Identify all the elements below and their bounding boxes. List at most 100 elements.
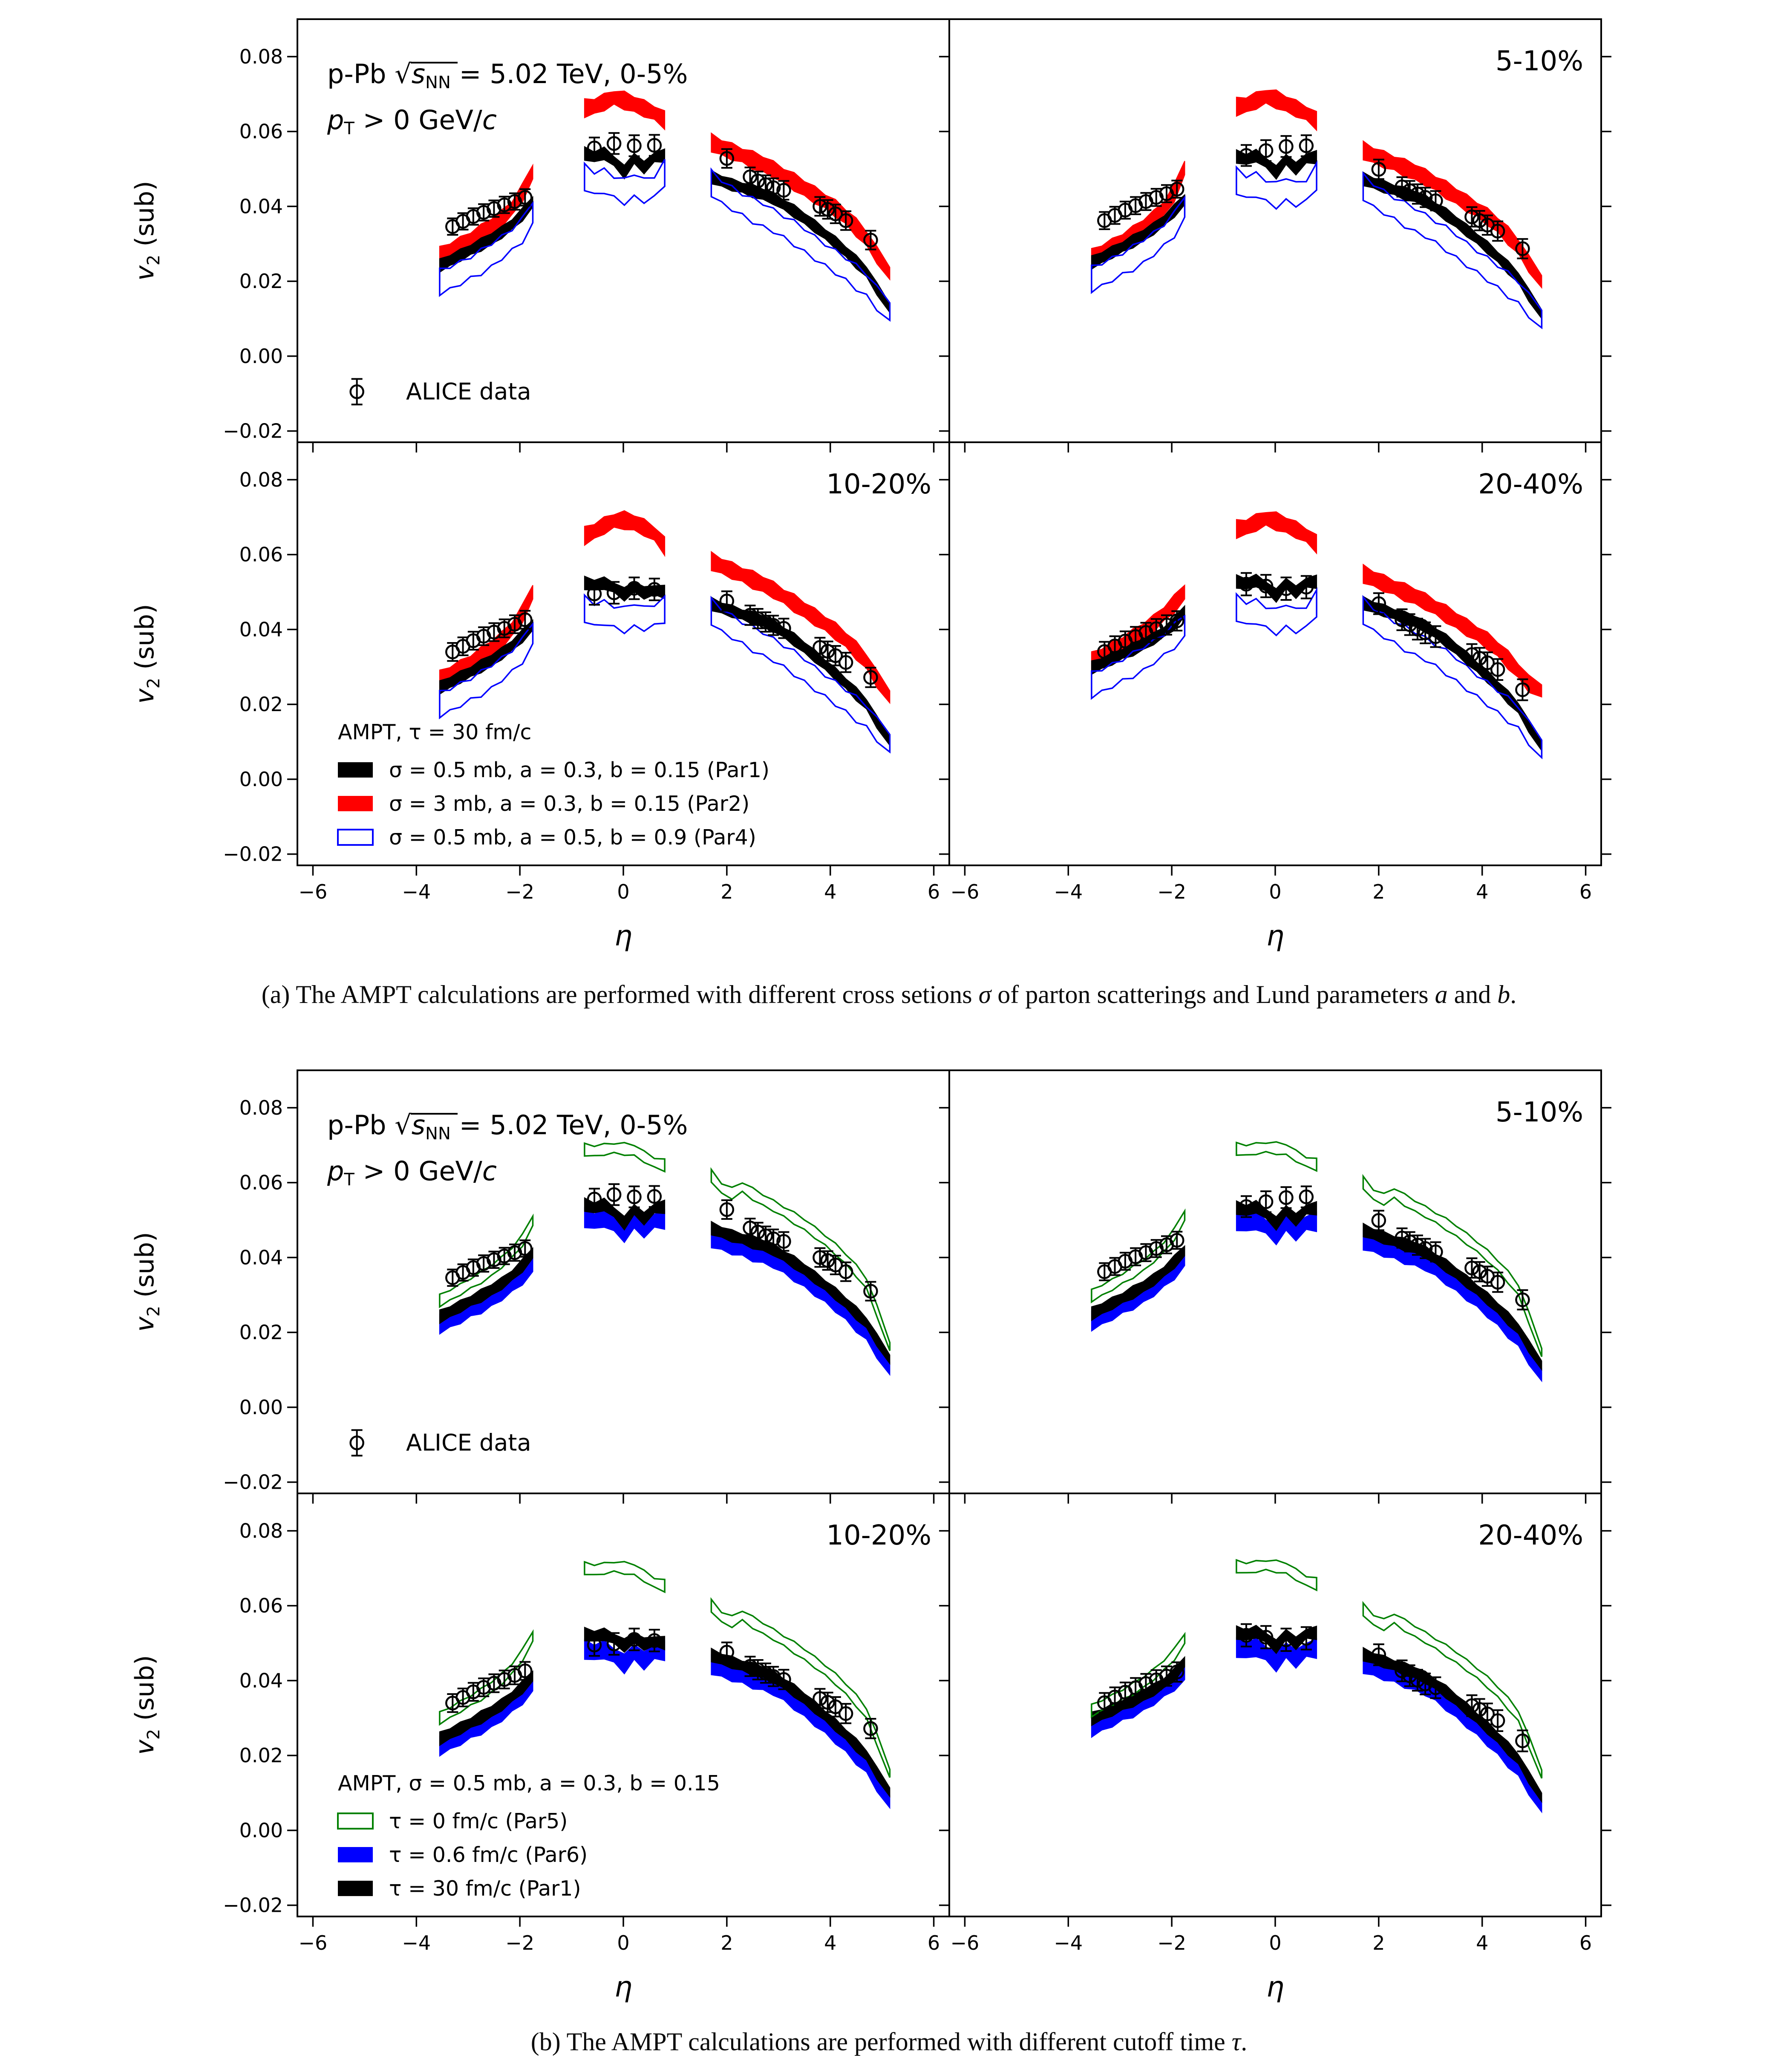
x-tick-label: 4 — [1476, 1931, 1488, 1954]
panel-a-1: 5-10% — [948, 18, 1602, 443]
y-tick-label: −0.02 — [223, 843, 283, 866]
alice-point-marker — [766, 1231, 781, 1246]
y-axis-label: v2 (sub) — [130, 1655, 164, 1755]
alice-point-marker — [1371, 1213, 1386, 1228]
centrality-label: 20-40% — [1478, 1520, 1583, 1551]
centrality-label: 5-10% — [1496, 46, 1583, 77]
x-axis-label: η — [614, 919, 632, 952]
alice-point-marker — [1395, 1663, 1409, 1678]
centrality-label: 10-20% — [826, 1520, 931, 1551]
alice-point-marker — [647, 1189, 662, 1204]
alice-point-marker — [1515, 1733, 1530, 1749]
band-par2-fw — [711, 132, 890, 281]
x-axis-label: η — [1266, 919, 1284, 952]
plot-area — [439, 1561, 891, 1810]
alice-point-marker — [518, 190, 533, 205]
alice-point-marker — [838, 1264, 853, 1280]
band-par4-fw — [710, 167, 891, 322]
alice-point-marker — [1410, 1673, 1425, 1688]
alice-point-marker — [1402, 183, 1417, 198]
band-legend-label: σ = 0.5 mb, a = 0.3, b = 0.15 (Par1) — [389, 758, 769, 782]
band-par2-fw — [1363, 140, 1542, 289]
band-par5-mid — [584, 1561, 666, 1594]
band-par1-bw — [439, 1247, 533, 1324]
caption-segment: of parton scatterings and Lund parameter… — [991, 980, 1435, 1009]
alice-point-marker — [1515, 682, 1530, 697]
band-par4-bw — [439, 201, 534, 297]
alice-point-marker — [1299, 1189, 1314, 1205]
alice-point-marker — [627, 581, 642, 596]
alice-point-marker — [1418, 1241, 1433, 1256]
alice-point-marker — [1279, 1190, 1294, 1205]
x-tick-label: −4 — [402, 1931, 431, 1954]
band-legend-swatch — [338, 1847, 373, 1863]
x-tick-label: 6 — [928, 1931, 940, 1954]
band-par2-mid — [1236, 89, 1317, 132]
alice-point-marker — [1279, 1632, 1294, 1647]
alice-legend-label: ALICE data — [406, 378, 531, 405]
band-legend-header: AMPT, τ = 30 fm/c — [338, 720, 532, 744]
x-tick-label: 0 — [1269, 880, 1281, 903]
alice-point-marker — [1239, 148, 1254, 163]
alice-point-marker — [627, 1632, 642, 1647]
alice-point-marker — [1515, 241, 1530, 256]
panel-a-2: 10-20% AMPT, τ = 30 fm/c σ = 0.5 mb, a = 0… — [297, 441, 950, 866]
x-tick-label: −6 — [299, 1931, 328, 1954]
band-par4-mid — [584, 159, 666, 206]
band-par4-bw — [1091, 614, 1186, 700]
y-tick-label: −0.02 — [223, 420, 283, 443]
caption-b-text: (b) The AMPT calculations are performed … — [531, 2028, 1248, 2056]
band-par1-bw — [439, 1670, 533, 1746]
x-tick-label: −6 — [951, 1931, 980, 1954]
band-par4-fw — [710, 595, 891, 754]
y-axis-label: v2 (sub) — [130, 181, 164, 280]
band-par5-fw — [1362, 1601, 1543, 1779]
y-axis-label: v2 (sub) — [130, 1232, 164, 1331]
band-par4-bw — [439, 622, 534, 720]
y-tick-label: 0.04 — [239, 618, 283, 641]
alice-point-marker — [743, 608, 758, 623]
alice-point-marker — [497, 1248, 512, 1264]
y-tick-label: 0.02 — [239, 270, 283, 293]
y-tick-label: 0.00 — [239, 1396, 283, 1419]
band-par2-mid — [584, 510, 666, 557]
y-tick-label: 0.02 — [239, 693, 283, 716]
alice-point-marker — [838, 1706, 853, 1721]
alice-point-marker — [627, 138, 642, 153]
x-tick-label: 0 — [617, 1931, 629, 1954]
alice-point-marker — [1402, 617, 1417, 632]
x-axis-label: η — [614, 1971, 632, 2003]
alice-point-marker — [1170, 1664, 1184, 1680]
centrality-label: 10-20% — [826, 469, 931, 500]
y-tick-label: 0.06 — [239, 120, 283, 143]
band-par6-fw — [1363, 1229, 1542, 1383]
alice-legend-label: ALICE data — [406, 1429, 531, 1456]
alice-point-marker — [1410, 622, 1425, 637]
band-par4-mid — [584, 593, 666, 635]
x-tick-label: −4 — [1054, 1931, 1083, 1954]
caption-segment: and — [1447, 980, 1498, 1009]
band-par5-mid — [1236, 1559, 1317, 1592]
y-tick-label: 0.08 — [239, 1096, 283, 1119]
panel-title-line1: p-Pb √sNN = 5.02 TeV, 0-5% — [327, 1109, 688, 1144]
plot-area — [439, 1141, 891, 1376]
alice-point-marker — [813, 1691, 827, 1706]
alice-point-marker — [1279, 581, 1294, 596]
caption-a-text: (a) The AMPT calculations are performed … — [262, 980, 1516, 1009]
band-par1-mid — [1236, 148, 1317, 180]
panel-a-0: p-Pb √sNN = 5.02 TeV, 0-5% pT > 0 GeV/c AL… — [297, 18, 950, 443]
alice-point-marker — [1239, 1628, 1254, 1643]
alice-legend-marker — [349, 384, 364, 399]
panel-b-1: 5-10% — [948, 1069, 1602, 1494]
alice-point-marker — [1258, 1194, 1274, 1209]
alice-point-marker — [776, 1234, 791, 1249]
caption-segment: a — [1435, 980, 1448, 1009]
caption-segment: τ — [1231, 2028, 1241, 2056]
alice-point-marker — [1490, 662, 1505, 677]
x-tick-label: −2 — [1157, 880, 1186, 903]
alice-point-marker — [518, 1241, 533, 1256]
alice-point-marker — [820, 1695, 835, 1710]
alice-point-marker — [647, 582, 662, 597]
alice-point-marker — [1472, 1702, 1487, 1717]
band-legend-swatch — [337, 829, 374, 846]
